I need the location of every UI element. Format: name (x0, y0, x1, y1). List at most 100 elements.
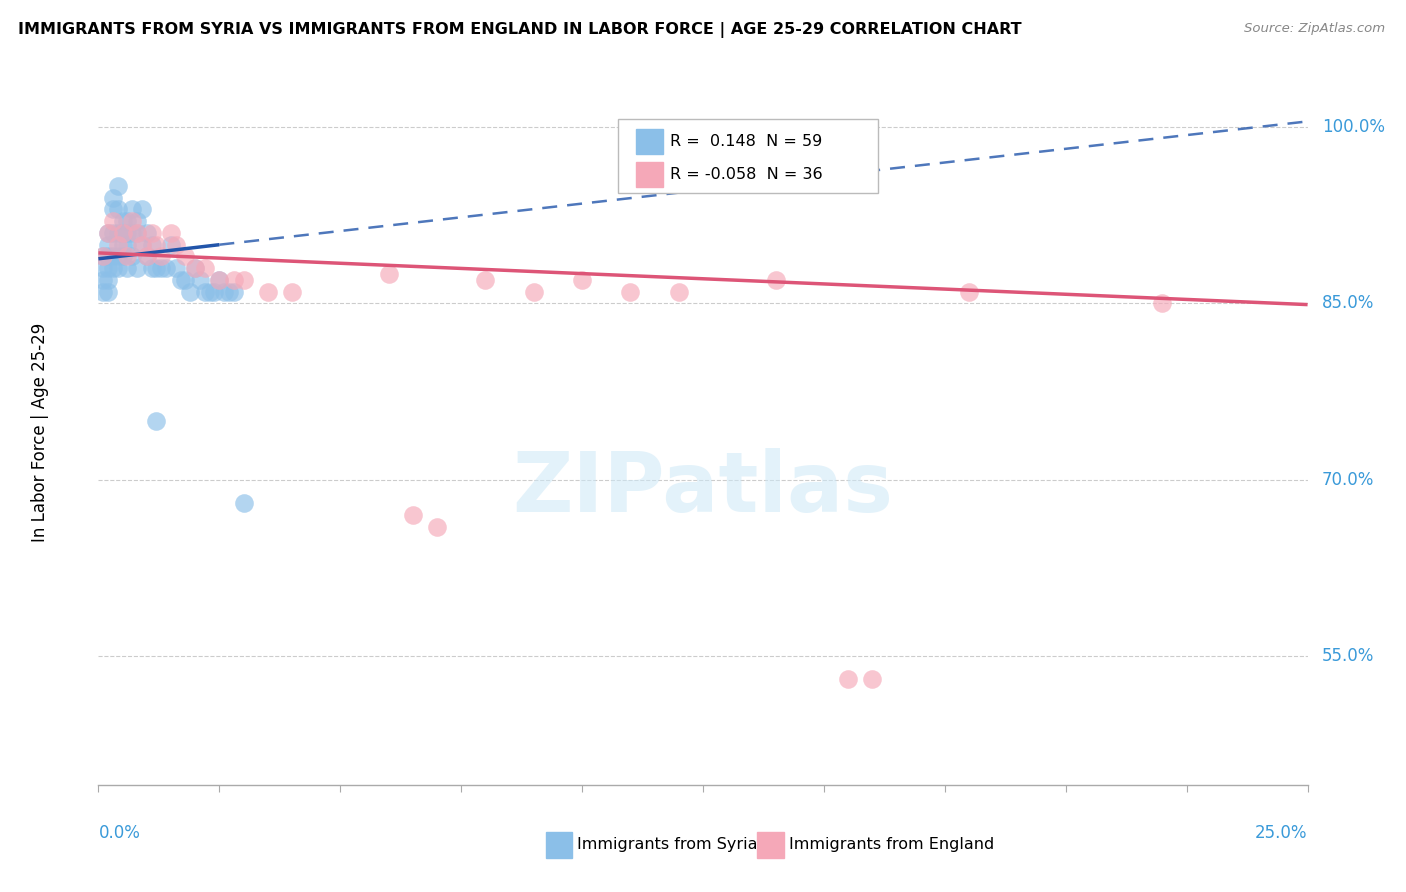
Text: Source: ZipAtlas.com: Source: ZipAtlas.com (1244, 22, 1385, 36)
Point (141, 237, 163, 252)
Point (150, 261, 173, 276)
Point (97, 285, 120, 299)
Point (860, 673, 883, 687)
Point (232, 496, 254, 510)
Point (127, 226, 149, 240)
Text: 85.0%: 85.0% (1322, 294, 1375, 312)
Point (179, 285, 201, 299)
Point (101, 202, 124, 217)
Point (111, 226, 134, 240)
Point (174, 273, 197, 287)
Bar (637, 128, 664, 154)
Point (222, 285, 245, 299)
Point (160, 237, 183, 252)
Point (117, 250, 139, 264)
Point (668, 285, 690, 299)
Point (111, 237, 134, 252)
Text: R =  0.148  N = 59: R = 0.148 N = 59 (671, 134, 823, 149)
Bar (546, 832, 572, 857)
Point (107, 202, 129, 217)
Point (107, 179, 129, 194)
Text: 55.0%: 55.0% (1322, 647, 1375, 665)
Point (218, 285, 240, 299)
Text: Immigrants from England: Immigrants from England (789, 838, 994, 853)
Point (111, 226, 134, 240)
Point (127, 214, 149, 228)
Point (281, 285, 304, 299)
Point (91, 273, 114, 287)
Point (188, 273, 211, 287)
Point (131, 202, 153, 217)
Point (1152, 296, 1174, 310)
Point (204, 285, 226, 299)
Point (117, 214, 139, 228)
Point (208, 273, 231, 287)
Point (523, 285, 546, 299)
Point (837, 673, 859, 687)
Point (91, 285, 114, 299)
Text: ZIPatlas: ZIPatlas (513, 449, 893, 530)
Point (101, 214, 124, 228)
Point (135, 250, 157, 264)
Point (121, 214, 143, 228)
Point (131, 237, 153, 252)
Point (117, 261, 139, 276)
Bar (637, 162, 664, 187)
Point (97, 237, 120, 252)
Point (101, 261, 124, 276)
Point (145, 261, 167, 276)
Point (97, 273, 120, 287)
Point (160, 226, 183, 240)
Point (150, 250, 173, 264)
Point (117, 226, 139, 240)
Point (97, 226, 120, 240)
Point (107, 250, 129, 264)
Point (127, 261, 149, 276)
Point (155, 261, 177, 276)
Point (184, 261, 207, 276)
Point (256, 285, 278, 299)
Point (107, 237, 129, 252)
Point (474, 273, 496, 287)
Point (101, 250, 124, 264)
Point (145, 414, 167, 428)
Point (212, 285, 235, 299)
Point (121, 202, 143, 217)
Point (377, 267, 399, 281)
Point (117, 237, 139, 252)
Point (208, 273, 231, 287)
Bar (758, 832, 785, 857)
Text: 70.0%: 70.0% (1322, 471, 1375, 489)
Point (91, 250, 114, 264)
Point (141, 261, 163, 276)
Text: IMMIGRANTS FROM SYRIA VS IMMIGRANTS FROM ENGLAND IN LABOR FORCE | AGE 25-29 CORR: IMMIGRANTS FROM SYRIA VS IMMIGRANTS FROM… (18, 22, 1022, 38)
Point (97, 250, 120, 264)
Point (107, 226, 129, 240)
Point (165, 237, 187, 252)
Point (121, 250, 143, 264)
Point (571, 273, 593, 287)
Point (765, 273, 787, 287)
Point (107, 261, 129, 276)
Point (232, 273, 254, 287)
Point (402, 508, 425, 522)
Point (135, 226, 157, 240)
Point (121, 226, 143, 240)
Point (426, 519, 449, 533)
Point (135, 250, 157, 264)
Point (127, 226, 149, 240)
Point (174, 250, 197, 264)
Point (198, 285, 221, 299)
Point (97, 261, 120, 276)
Point (222, 273, 245, 287)
Text: Immigrants from Syria: Immigrants from Syria (578, 838, 758, 853)
Point (101, 226, 124, 240)
Text: R = -0.058  N = 36: R = -0.058 N = 36 (671, 168, 823, 182)
Point (111, 250, 134, 264)
Point (957, 285, 980, 299)
Text: 25.0%: 25.0% (1256, 823, 1308, 842)
Point (169, 273, 191, 287)
Text: 0.0%: 0.0% (98, 823, 141, 842)
Point (111, 214, 134, 228)
Point (91, 261, 114, 276)
